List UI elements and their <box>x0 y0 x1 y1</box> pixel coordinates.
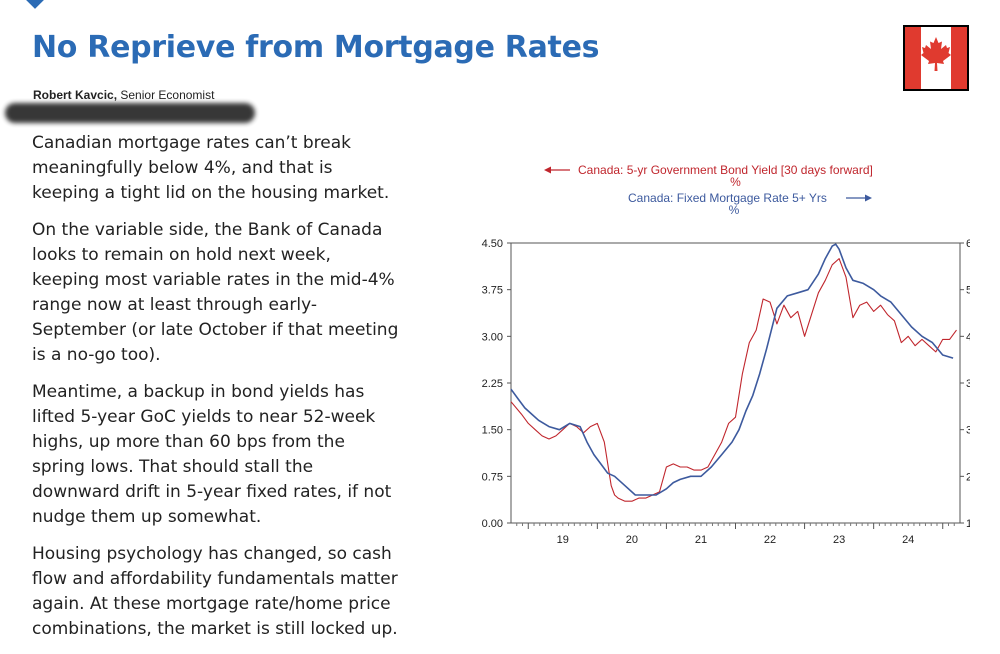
y-left-tick-label-2: 1.50 <box>482 425 503 437</box>
legend-label-2: Canada: Fixed Mortgage Rate 5+ Yrs <box>628 191 827 205</box>
legend-unit-2: % <box>729 203 740 217</box>
x-tick-label-24: 24 <box>902 534 914 546</box>
x-tick-label-21: 21 <box>695 534 707 546</box>
x-tick-label-22: 22 <box>764 534 776 546</box>
paragraph-2: On the variable side, the Bank of Canada… <box>32 220 399 365</box>
legend-unit-1: % <box>730 175 741 189</box>
y-right-tick-label-5: 5.25 <box>966 285 970 297</box>
top-corner-marker <box>25 0 45 9</box>
paragraph-4: Housing psychology has changed, so cash … <box>32 544 398 639</box>
author-role: Senior Economist <box>120 88 215 102</box>
y-right-tick-label-1: 2.25 <box>966 471 970 483</box>
mortgage-rate-line <box>510 243 954 496</box>
y-right-tick-label-3: 3.75 <box>966 378 970 390</box>
mortgage-rate-chart: Canada: 5-yr Government Bond Yield [30 d… <box>482 163 970 546</box>
y-right-tick-label-0: 1.50 <box>966 518 970 530</box>
y-left-tick-label-3: 2.25 <box>482 378 503 390</box>
page-title: No Reprieve from Mortgage Rates <box>32 30 600 65</box>
article-body: Canadian mortgage rates can’t break mean… <box>32 131 402 654</box>
byline: Robert Kavcic, Senior Economist <box>33 88 214 102</box>
plot-frame <box>510 242 961 524</box>
legend-arrow-right-head <box>865 194 872 202</box>
author-name: Robert Kavcic, <box>33 88 118 102</box>
y-left-tick-label-4: 3.00 <box>482 331 503 343</box>
x-tick-label-20: 20 <box>626 534 638 546</box>
y-left-tick-label-0: 0.00 <box>482 518 503 530</box>
paragraph-1: Canadian mortgage rates can’t break mean… <box>32 133 390 203</box>
bond-yield-line <box>510 258 957 502</box>
y-left-tick-label-6: 4.50 <box>482 238 503 250</box>
x-tick-label-19: 19 <box>557 534 569 546</box>
redaction-scribble <box>5 103 255 123</box>
y-right-tick-label-4: 4.50 <box>966 331 970 343</box>
y-right-tick-label-2: 3.00 <box>966 425 970 437</box>
y-left-tick-label-1: 0.75 <box>482 471 503 483</box>
legend-arrow-left-head <box>544 166 551 174</box>
y-right-tick-label-6: 6.00 <box>966 238 970 250</box>
paragraph-3: Meantime, a backup in bond yields has li… <box>32 382 392 527</box>
legend-label-1: Canada: 5-yr Government Bond Yield [30 d… <box>578 163 873 177</box>
x-tick-label-23: 23 <box>833 534 845 546</box>
canada-flag-icon <box>903 25 969 91</box>
y-left-tick-label-5: 3.75 <box>482 285 503 297</box>
